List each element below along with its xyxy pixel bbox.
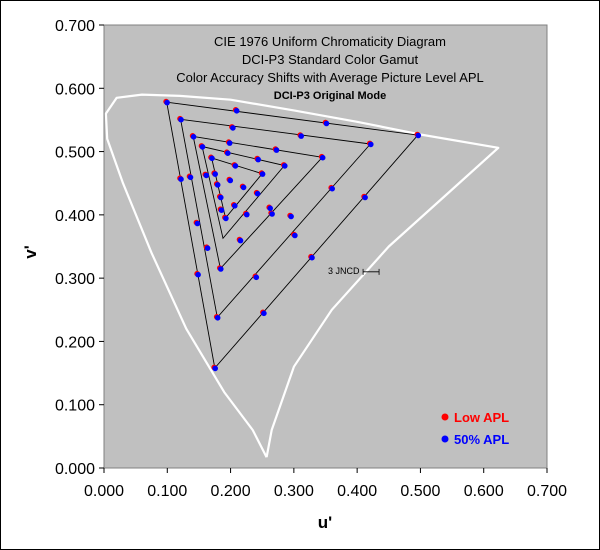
x-tick-label: 0.100 — [147, 483, 187, 500]
chart-subtitle: DCI-P3 Original Mode — [274, 90, 386, 102]
apl-50-point — [253, 274, 260, 281]
apl-50-point — [230, 125, 236, 131]
apl-50-point — [415, 132, 422, 139]
apl-50-point — [329, 185, 336, 192]
apl-50-point — [255, 156, 261, 163]
apl-50-point — [203, 172, 210, 179]
x-axis-label: u' — [318, 513, 332, 532]
spectral-locus — [104, 93, 500, 458]
y-tick-label: 0.100 — [55, 398, 95, 415]
apl-50-point — [232, 163, 239, 169]
legend-low-apl-marker — [441, 413, 449, 421]
apl-50-point — [209, 155, 215, 162]
apl-50-point — [232, 203, 238, 209]
apl-50-point — [240, 184, 247, 191]
apl-50-point — [223, 215, 229, 222]
apl-50-point — [254, 190, 261, 197]
apl-50-point — [187, 174, 194, 181]
plot-area — [103, 24, 548, 469]
gamut-triangle — [201, 145, 286, 240]
apl-50-point — [225, 150, 231, 156]
apl-50-point — [195, 271, 201, 278]
apl-50-point — [368, 141, 374, 148]
apl-50-point — [237, 237, 244, 244]
apl-50-point — [226, 140, 233, 146]
apl-50-point — [273, 147, 280, 153]
chart-title: CIE 1976 Uniform Chromaticity Diagram DC… — [176, 34, 484, 102]
gamut-triangle — [166, 101, 419, 370]
apl-50-point — [269, 211, 275, 217]
apl-50-point — [259, 171, 266, 177]
legend-low-apl-label: Low APL — [454, 410, 509, 425]
apl-50-point — [244, 211, 250, 218]
apl-50-point — [227, 177, 234, 184]
axes: 0.000 0.100 0.200 0.300 0.400 0.500 0.600 0.700… — [55, 18, 567, 500]
apl-50-point — [218, 266, 224, 272]
apl-50-point — [199, 144, 206, 150]
x-tick-label: 0.200 — [211, 483, 251, 500]
apl-50-point — [298, 133, 305, 139]
apl-50-point — [323, 120, 330, 127]
spectral-locus-curve — [104, 93, 500, 458]
title-line-1: CIE 1976 Uniform Chromaticity Diagram — [214, 34, 446, 49]
gamut-triangles — [166, 101, 419, 370]
apl-50-point — [309, 254, 315, 261]
apl-50-point — [214, 182, 221, 188]
apl-50-point — [362, 194, 368, 201]
x-tick-label: 0.700 — [527, 483, 567, 500]
apl-50-point — [212, 171, 218, 177]
y-tick-label: 0.000 — [55, 461, 95, 478]
apl-50-point — [288, 213, 294, 220]
apl-50-point — [218, 194, 224, 201]
y-tick-label: 0.500 — [55, 145, 95, 162]
apl-50-point — [218, 207, 225, 213]
apl-50-point — [178, 176, 184, 182]
apl-50-point — [261, 310, 267, 317]
jncd-annotation: 3 JNCD — [328, 266, 360, 276]
x-tick-label: 0.600 — [464, 483, 504, 500]
x-tick-label: 0.500 — [400, 483, 440, 500]
apl-50-point — [267, 205, 274, 212]
x-tick-label: 0.300 — [274, 483, 314, 500]
apl-50-point — [292, 232, 298, 239]
x-tick-label: 0.000 — [84, 483, 124, 500]
apl-50-point — [164, 99, 170, 106]
legend: Low APL 50% APL — [441, 410, 509, 447]
apl-50-point — [319, 154, 326, 161]
y-tick-label: 0.200 — [55, 334, 95, 351]
legend-50-apl-marker — [441, 435, 449, 443]
apl-50-point — [233, 108, 240, 114]
data-points — [163, 98, 422, 372]
apl-50-point — [282, 163, 288, 169]
apl-50-point — [214, 315, 221, 321]
gamut-triangle — [180, 118, 372, 319]
title-line-2: DCI-P3 Standard Color Gamut — [242, 52, 419, 67]
apl-50-point — [194, 220, 201, 227]
y-tick-label: 0.700 — [55, 18, 95, 35]
apl-50-point — [178, 116, 184, 123]
apl-50-point — [212, 365, 218, 372]
y-tick-label: 0.400 — [55, 208, 95, 225]
apl-50-point — [204, 245, 211, 251]
y-axis-label: v' — [21, 245, 40, 259]
apl-50-point — [190, 134, 197, 140]
legend-50-apl-label: 50% APL — [454, 432, 509, 447]
x-tick-label: 0.400 — [337, 483, 377, 500]
y-tick-label: 0.300 — [55, 271, 95, 288]
y-tick-label: 0.600 — [55, 81, 95, 98]
title-line-3: Color Accuracy Shifts with Average Pictu… — [176, 70, 484, 85]
